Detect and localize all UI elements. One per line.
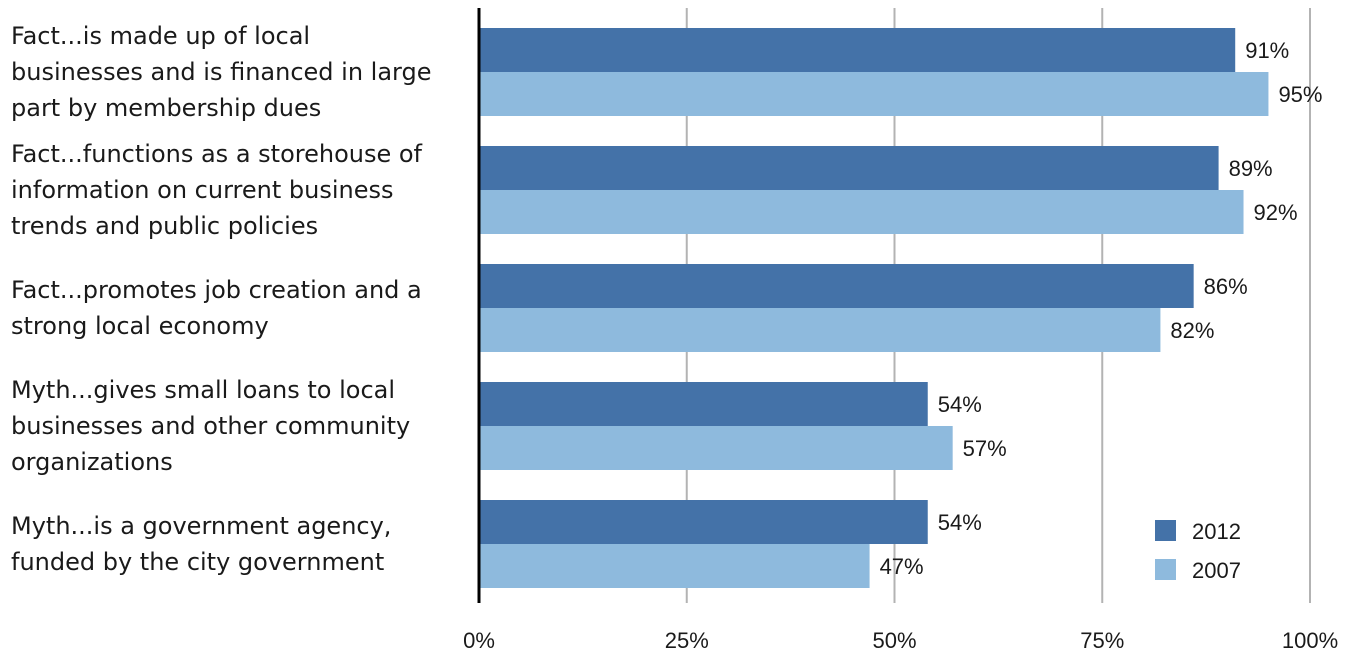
bar-2012-1 <box>479 28 1236 72</box>
category-label-2: Fact...functions as a storehouse of infor… <box>11 140 423 240</box>
bar-2007-3 <box>479 308 1161 352</box>
bar-2012-3 <box>479 264 1194 308</box>
value-label-2007-3: 82% <box>1170 318 1214 343</box>
category-label-line: Myth...is a government agency, <box>11 512 391 540</box>
bar-2012-2 <box>479 146 1219 190</box>
category-label-line: funded by the city government <box>11 548 384 576</box>
x-tick-label-25: 25% <box>665 628 709 653</box>
value-label-2007-1: 95% <box>1278 82 1322 107</box>
category-label-4: Myth...gives small loans to local busines… <box>11 376 410 476</box>
category-label-line: information on current business <box>11 176 393 204</box>
category-label-line: Fact...is made up of local <box>11 22 310 50</box>
value-label-2012-5: 54% <box>938 510 982 535</box>
bar-2007-5 <box>479 544 870 588</box>
category-label-line: part by membership dues <box>11 94 321 122</box>
value-label-2012-4: 54% <box>938 392 982 417</box>
value-label-2007-2: 92% <box>1254 200 1298 225</box>
category-label-line: businesses and other community <box>11 412 410 440</box>
bar-2007-2 <box>479 190 1244 234</box>
bar-2012-4 <box>479 382 928 426</box>
x-tick-label-0: 0% <box>463 628 495 653</box>
category-label-line: Fact...functions as a storehouse of <box>11 140 423 168</box>
x-tick-labels: 0% 25% 50% 75% 100% <box>463 628 1338 653</box>
bar-2007-1 <box>479 72 1269 116</box>
value-label-2012-1: 91% <box>1245 38 1289 63</box>
value-label-2007-5: 47% <box>880 554 924 579</box>
category-label-1: Fact...is made up of local businesses and… <box>11 22 431 122</box>
category-label-3: Fact...promotes job creation and a strong… <box>11 276 422 340</box>
category-label-line: trends and public policies <box>11 212 318 240</box>
x-tick-label-100: 100% <box>1282 628 1338 653</box>
category-label-line: businesses and is financed in large <box>11 58 431 86</box>
x-tick-label-75: 75% <box>1080 628 1124 653</box>
x-tick-label-50: 50% <box>872 628 916 653</box>
value-labels: 91% 95% 89% 92% 86% 82% 54% 57% 54% 47% <box>880 38 1323 579</box>
legend-label-2007: 2007 <box>1192 558 1241 583</box>
value-label-2012-2: 89% <box>1229 156 1273 181</box>
legend-label-2012: 2012 <box>1192 519 1241 544</box>
legend-swatch-2007 <box>1155 559 1176 580</box>
legend-swatch-2012 <box>1155 520 1176 541</box>
legend: 2012 2007 <box>1155 519 1241 583</box>
category-label-line: strong local economy <box>11 312 269 340</box>
value-label-2012-3: 86% <box>1204 274 1248 299</box>
category-label-line: organizations <box>11 448 173 476</box>
bars <box>479 28 1269 588</box>
value-label-2007-4: 57% <box>963 436 1007 461</box>
category-label-line: Fact...promotes job creation and a <box>11 276 422 304</box>
bar-2012-5 <box>479 500 928 544</box>
bar-2007-4 <box>479 426 953 470</box>
category-labels: Fact...is made up of local businesses and… <box>11 22 431 576</box>
category-label-line: Myth...gives small loans to local <box>11 376 395 404</box>
category-label-5: Myth...is a government agency, funded by … <box>11 512 391 576</box>
